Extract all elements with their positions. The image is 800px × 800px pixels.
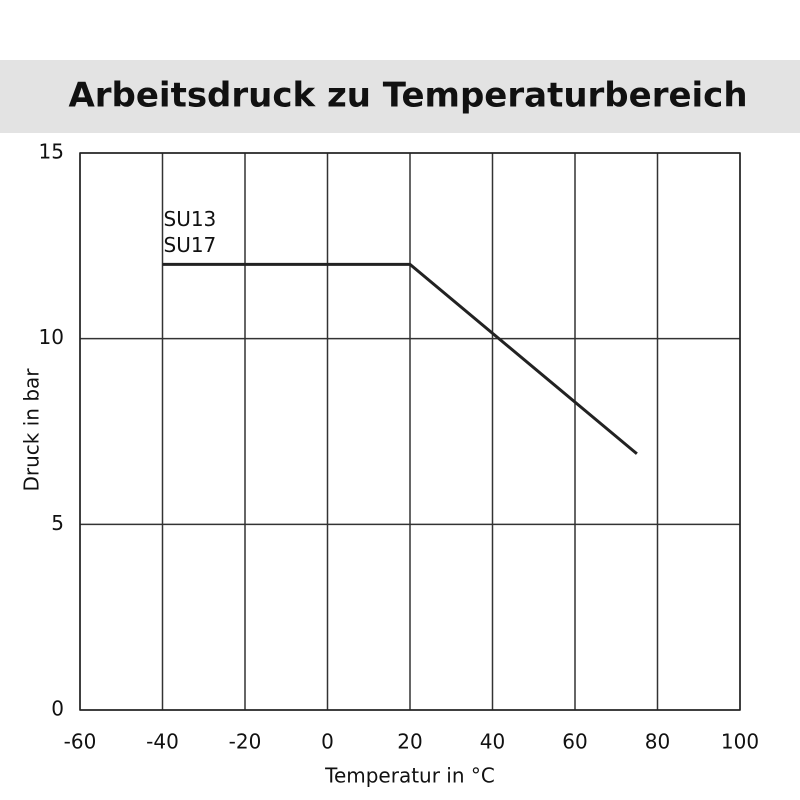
x-tick-label: -20: [229, 730, 262, 754]
y-tick-label: 5: [51, 511, 64, 535]
x-tick-label: 80: [645, 730, 670, 754]
annotation: SU17: [164, 233, 217, 257]
y-tick-label: 0: [51, 697, 64, 721]
plot-border: [79, 152, 741, 711]
x-tick-label: 0: [321, 730, 334, 754]
x-tick-label: 20: [397, 730, 422, 754]
x-tick-label: 60: [562, 730, 587, 754]
x-tick-label: -60: [64, 730, 97, 754]
y-tick-label: 15: [39, 140, 64, 164]
y-tick-label: 10: [39, 325, 64, 349]
x-tick-label: 40: [480, 730, 505, 754]
title-banner: [0, 60, 800, 133]
annotation: SU13: [164, 207, 217, 231]
y-axis-label: Druck in bar: [20, 368, 44, 492]
x-tick-label: -40: [146, 730, 179, 754]
data-line: [162, 262, 638, 455]
x-tick-label: 100: [721, 730, 759, 754]
chart-title: Arbeitsdruck zu Temperaturbereich: [68, 76, 747, 116]
x-axis-label: Temperatur in °C: [324, 764, 495, 788]
